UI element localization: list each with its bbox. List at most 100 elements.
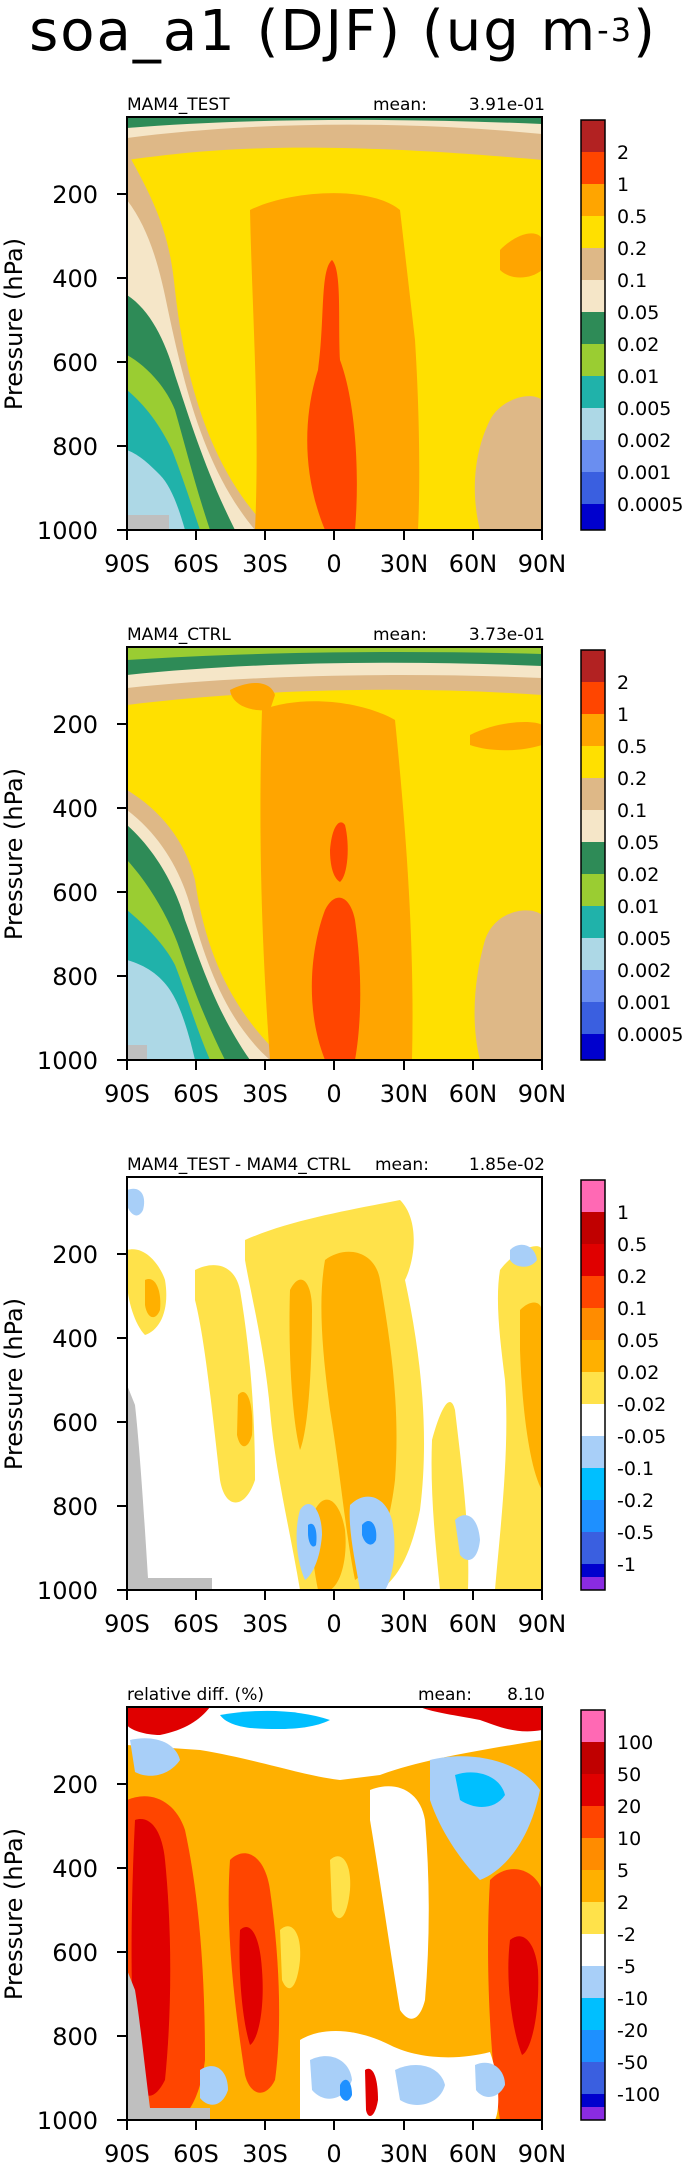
colorbar: 2 1 0.5 0.2 0.1 0.05 0.02 0.01 0.005 0.0… — [580, 649, 683, 1061]
colorbar-swatch — [581, 120, 605, 152]
colorbar-label: 0.5 — [617, 736, 647, 758]
surface-neg-strong — [340, 2079, 352, 2101]
xtick-label: 60S — [173, 550, 219, 578]
y-axis-label: Pressure (hPa) — [0, 238, 28, 410]
mean-value: 3.91e-01 — [469, 95, 545, 115]
level-0.01-top — [127, 647, 542, 660]
colorbar-swatch — [581, 1564, 605, 1577]
colorbar-swatch — [581, 1870, 605, 1902]
surface-pos-strong — [365, 2068, 378, 2116]
level-0.002-south — [127, 450, 185, 530]
colorbar-swatch — [581, 1276, 605, 1308]
title-text: soa_a1 (DJF) (ug m — [29, 0, 598, 64]
ytick-label: 800 — [52, 2023, 98, 2051]
colorbar-swatch — [581, 440, 605, 472]
colorbar-label: 0.2 — [617, 238, 647, 260]
colorbar-swatch — [581, 2030, 605, 2062]
level-0.02-top — [127, 117, 542, 128]
colorbar-label: 0.1 — [617, 800, 647, 822]
xtick-label: 0 — [326, 550, 341, 578]
colorbar-label: 0.001 — [617, 992, 671, 1014]
colorbar-frame — [580, 649, 606, 1061]
upper-blue-2 — [130, 1738, 180, 1776]
xtick-label: 0 — [326, 1610, 341, 1638]
colorbar-label: 0.05 — [617, 1330, 659, 1352]
ytick-label: 600 — [52, 1939, 98, 1967]
colorbar-swatch — [581, 1902, 605, 1934]
ytick-label: 200 — [52, 711, 98, 739]
contour-field — [127, 117, 542, 530]
ytick-label: 600 — [52, 1409, 98, 1437]
colorbar-label: 20 — [617, 1796, 641, 1818]
colorbar-label: -100 — [617, 2084, 660, 2106]
xtick-label: 30S — [242, 550, 288, 578]
title-superscript: -3 — [597, 11, 634, 49]
colorbar-swatch — [581, 1468, 605, 1500]
colorbar-swatch — [581, 1034, 605, 1060]
colorbar-swatch — [581, 1340, 605, 1372]
colorbar-swatch — [581, 1372, 605, 1404]
colorbar-label: 0.02 — [617, 864, 659, 886]
mean-label: mean: — [373, 95, 427, 115]
neg-patch-5 — [510, 1244, 537, 1267]
tropics-2-2 — [280, 1926, 301, 1989]
ytick-label: 400 — [52, 1325, 98, 1353]
colorbar-swatch — [581, 184, 605, 216]
upper-red-left — [127, 1707, 210, 1735]
colorbar-label: 0.05 — [617, 302, 659, 324]
panel-ctrl-svg: MAM4_CTRL mean: 3.73e-01 200 400 600 800… — [0, 625, 683, 1108]
colorbar-swatch — [581, 1244, 605, 1276]
surface-neg-4 — [475, 2062, 505, 2097]
xtick-label: 60S — [173, 1610, 219, 1638]
xtick-label: 60N — [449, 2140, 498, 2168]
colorbar-swatch — [581, 842, 605, 874]
neg-strong-2 — [308, 1523, 317, 1547]
colorbar-swatch — [581, 1404, 605, 1436]
colorbar-swatch — [581, 2062, 605, 2094]
colorbar-swatch — [581, 1577, 605, 1590]
colorbar-frame — [580, 119, 606, 531]
colorbar-label: 0.001 — [617, 462, 671, 484]
xtick-label: 60S — [173, 2140, 219, 2168]
y-axis: 200 400 600 800 1000 Pressure (hPa) — [0, 1241, 127, 1605]
colorbar-swatch — [581, 906, 605, 938]
level-0.5-north — [500, 233, 542, 278]
surface-neg-2 — [395, 2065, 445, 2105]
colorbar-swatch — [581, 408, 605, 440]
mean-value: 8.10 — [507, 1685, 545, 1705]
colorbar-label: 1 — [617, 1202, 629, 1224]
figure-title: soa_a1 (DJF) (ug m-3) — [0, 0, 686, 64]
panel-label: MAM4_CTRL — [127, 625, 231, 645]
level-1-equator — [311, 897, 361, 1060]
level-0.5-north — [470, 722, 542, 751]
panel-relative-diff-svg: relative diff. (%) mean: 8.10 — [0, 1685, 660, 2168]
x-axis: 90S 60S 30S 0 30N 60N 90N — [104, 2120, 566, 2168]
pos-mid-5 — [520, 1302, 542, 1490]
surface-neg-3 — [200, 2066, 228, 2105]
colorbar-label: -2 — [617, 1924, 636, 1946]
colorbar-swatch — [581, 1998, 605, 2030]
north-neg-strong — [455, 1772, 505, 1807]
colorbar-label: 0.1 — [617, 270, 647, 292]
mean-label: mean: — [418, 1685, 472, 1705]
level-0.5-patch — [230, 683, 275, 711]
pos-mid-4 — [237, 1391, 253, 1447]
pos-mid-1 — [145, 1279, 161, 1318]
colorbar-swatch — [581, 650, 605, 682]
colorbar-label: 2 — [617, 672, 629, 694]
colorbar-label: 0.0005 — [617, 494, 683, 516]
colorbar-label: -0.1 — [617, 1458, 654, 1480]
colorbar-swatch — [581, 714, 605, 746]
level-0.5-equator — [260, 701, 413, 1060]
xtick-label: 30N — [380, 1080, 429, 1108]
contour-field — [127, 1177, 542, 1590]
tropics-2-1 — [330, 1856, 351, 1919]
pos-mid-2 — [321, 1251, 397, 1580]
colorbar-swatch — [581, 1180, 605, 1212]
xtick-label: 30S — [242, 2140, 288, 2168]
colorbar-swatch — [581, 746, 605, 778]
colorbar-label: 2 — [617, 142, 629, 164]
level-0.002-south — [127, 960, 195, 1060]
colorbar-label: 50 — [617, 1764, 641, 1786]
colorbar-swatch — [581, 1742, 605, 1774]
